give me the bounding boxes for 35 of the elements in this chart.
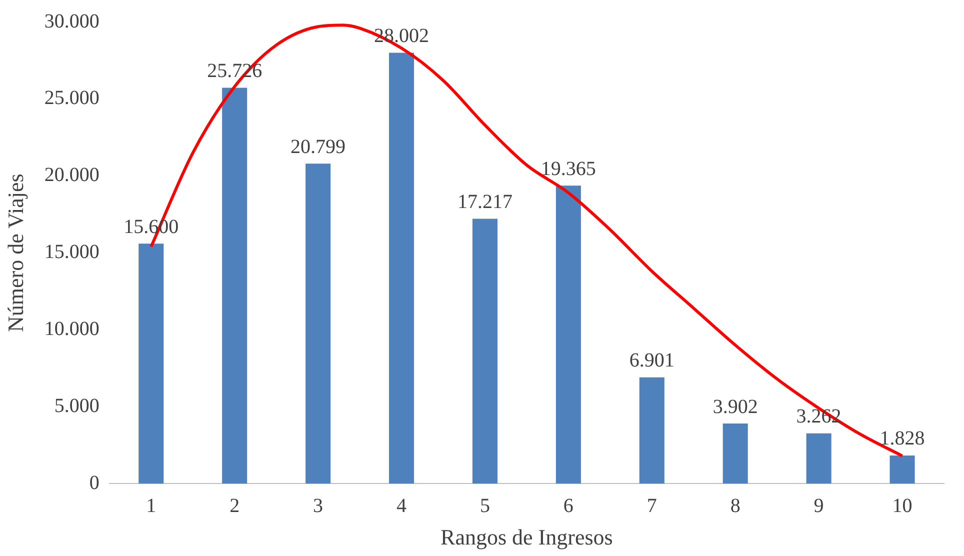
bar	[556, 186, 581, 484]
x-axis-title: Rangos de Ingresos	[440, 524, 613, 550]
y-tick-label: 5.000	[54, 394, 100, 417]
y-tick-label: 20.000	[44, 164, 100, 186]
bar	[806, 433, 832, 484]
x-tick-label: 5	[480, 494, 490, 517]
bar	[222, 88, 248, 484]
y-axis-title: Número de Viajes	[2, 174, 28, 332]
bar	[306, 164, 331, 484]
y-tick-label: 30.000	[44, 10, 100, 32]
bar	[890, 455, 915, 484]
y-tick-label: 10.000	[44, 318, 100, 340]
data-label: 6.901	[629, 350, 674, 372]
bar	[138, 244, 164, 484]
x-tick-label: 9	[814, 494, 824, 517]
data-label: 19.365	[540, 158, 596, 180]
bar	[639, 377, 664, 484]
y-tick-label: 25.000	[44, 87, 100, 110]
data-label: 17.217	[457, 190, 512, 213]
x-tick-label: 1	[146, 494, 156, 517]
data-label: 20.799	[290, 136, 346, 158]
y-tick-label: 0	[89, 472, 100, 494]
bar	[388, 52, 414, 484]
bar	[722, 424, 748, 484]
data-label: 1.828	[880, 428, 925, 450]
x-tick-label: 3	[313, 494, 324, 517]
x-tick-label: 2	[230, 494, 240, 517]
x-tick-label: 8	[730, 494, 740, 517]
x-tick-label: 6	[563, 494, 574, 517]
data-label: 3.902	[712, 396, 758, 418]
x-tick-label: 10	[892, 494, 912, 517]
x-tick-label: 4	[396, 494, 407, 517]
bar	[472, 218, 498, 484]
x-tick-label: 7	[646, 494, 657, 517]
y-tick-label: 15.000	[44, 241, 100, 264]
